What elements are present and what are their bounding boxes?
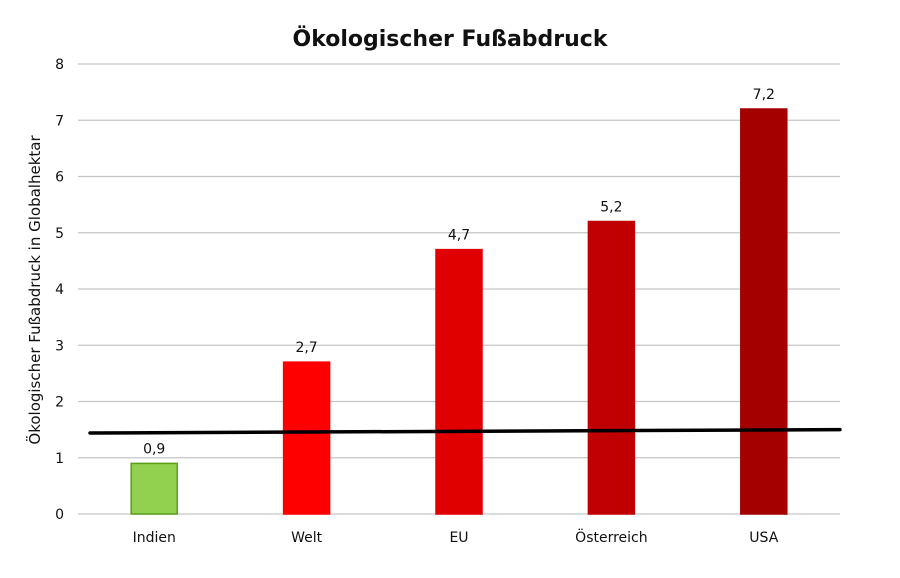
bar-welt [282,361,331,515]
x-axis-categories: Indien Welt EU Österreich USA [133,528,779,546]
data-label: 2,7 [295,340,317,356]
reference-line [88,427,842,435]
x-category-label: Welt [291,530,323,546]
data-label: 4,7 [448,228,470,244]
y-tick-label: 1 [55,451,64,467]
y-tick-label: 2 [55,395,64,411]
data-label: 5,2 [600,200,622,216]
y-axis-ticks: 0 1 2 3 4 5 6 7 8 [55,57,64,523]
data-label: 7,2 [753,87,775,103]
x-category-label: Indien [133,530,176,546]
data-label: 0,9 [143,441,165,457]
bars [130,108,788,515]
bar-indien [130,462,178,515]
y-axis-label: Ökologischer Fußabdruck in Globalhektar [25,135,44,445]
x-category-label: USA [749,530,778,546]
y-tick-label: 6 [55,170,64,186]
data-labels: 0,9 2,7 4,7 5,2 7,2 [143,87,775,457]
reference-line-group [88,427,842,435]
y-tick-label: 8 [55,57,64,73]
y-tick-label: 5 [55,226,64,242]
chart-title: Ökologischer Fußabdruck [293,26,609,52]
bar-usa [740,108,788,515]
x-category-label: EU [449,530,468,546]
bar-eu [435,248,483,515]
y-tick-label: 3 [55,338,64,354]
bar-österreich [587,220,636,515]
y-tick-label: 0 [55,507,64,523]
y-tick-label: 4 [55,282,64,298]
x-category-label: Österreich [575,528,647,546]
y-tick-label: 7 [55,113,64,129]
